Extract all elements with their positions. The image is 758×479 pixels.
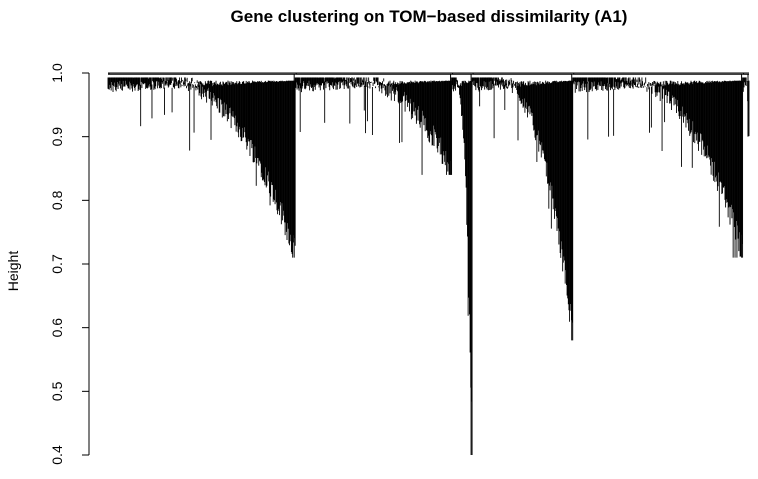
y-axis: 0.4 0.5 0.6 0.7 0.8 0.9 1.0	[49, 63, 90, 465]
y-tick-label: 0.7	[49, 254, 65, 274]
dendrogram-lines	[107, 72, 750, 455]
y-tick-label: 1.0	[49, 63, 65, 83]
dendrogram-cluster	[294, 73, 453, 175]
dendrogram-cluster	[742, 73, 750, 137]
y-axis-label: Height	[5, 251, 21, 292]
y-tick-label: 0.8	[49, 190, 65, 210]
y-tick-label: 0.4	[49, 445, 65, 465]
y-tick-label: 0.5	[49, 381, 65, 401]
y-tick-label: 0.9	[49, 127, 65, 147]
dendrogram-cluster	[107, 73, 296, 258]
chart-title: Gene clustering on TOM−based dissimilari…	[231, 7, 628, 26]
dendrogram-cluster	[572, 73, 744, 258]
dendrogram-cluster	[451, 73, 473, 455]
y-tick-label: 0.6	[49, 318, 65, 338]
dendrogram-cluster	[471, 73, 574, 341]
